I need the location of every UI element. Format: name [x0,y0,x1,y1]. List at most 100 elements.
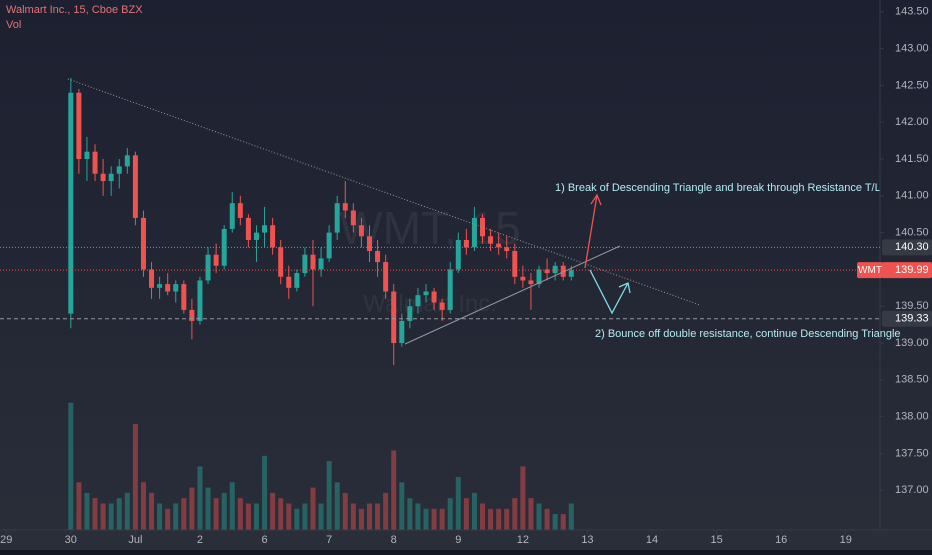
volume-bar [237,498,243,530]
volume-bar [221,492,227,530]
candle-body [391,291,397,344]
volume-bar [181,498,187,530]
x-tick-label: 12 [517,534,529,546]
arrow-bounce [589,269,629,315]
volume-bar [76,482,82,530]
volume-bar [480,503,486,530]
volume-bar [92,498,98,530]
symbol-box [857,262,883,279]
y-tick-label: 139.50 [895,300,929,312]
volume-bar [149,492,155,530]
candle-body [342,203,348,211]
volume-bar [366,503,372,530]
price-label: 139.99 [895,264,929,276]
candle-body [173,284,179,292]
volume-bar [213,498,219,530]
candle-body [366,236,372,252]
volume-bar [68,402,74,530]
candle-body [504,247,510,252]
x-tick-label: 13 [581,534,593,546]
y-tick-label: 139.00 [895,337,929,349]
volume-bar [391,450,397,530]
candle-body [237,203,243,218]
candle-body [76,92,82,159]
y-tick-label: 141.50 [895,153,929,165]
candle-body [197,280,203,321]
candle-body [149,269,155,288]
candle-body [455,239,461,270]
volume-label: Vol [6,19,21,31]
candle-body [568,270,574,277]
candle-body [221,228,227,266]
candle-body [334,203,340,233]
y-tick-label: 137.00 [895,484,929,496]
x-tick-label: 19 [840,534,852,546]
candle-body [229,203,235,229]
candle-body [463,239,469,248]
volume-bar [358,508,364,530]
x-tick-label: 6 [261,534,267,546]
y-tick-label: 142.50 [895,79,929,91]
candle-body [140,217,146,270]
volume-bar [245,503,251,530]
volume-bar [189,487,195,530]
x-tick-label: 30 [65,534,77,546]
candle-body [286,276,292,288]
volume-bar [342,492,348,530]
volume-bar [229,482,235,530]
volume-bar [560,514,566,530]
volume-bar [496,508,502,530]
candle-body [560,265,566,277]
price-label-box [882,239,932,256]
volume-bar [124,492,130,530]
volume-bar [504,508,510,530]
volume-bar [544,508,550,530]
x-tick-label: 16 [775,534,787,546]
y-tick-label: 138.00 [895,411,929,423]
volume-bar [431,508,437,530]
candle-body [302,254,308,274]
volume-bar [253,503,259,530]
volume-bar [205,487,211,530]
volume-bar [165,508,171,530]
annotation: 2) Bounce off double resistance, continu… [595,328,901,340]
candle-body [157,284,163,288]
candle-body [205,254,211,281]
volume-bar [423,508,429,530]
volume-bar [140,482,146,530]
volume-bar [399,482,405,530]
volume-bar [262,455,268,530]
candle-body [124,155,130,167]
candle-body [512,251,518,277]
candle-body [520,276,526,281]
volume-layer [68,402,574,530]
trendline-lower [404,245,621,345]
candle-body [528,280,534,285]
candle-body [262,225,268,233]
volume-bar [173,503,179,530]
volume-bar [286,503,292,530]
y-tick-label: 140.50 [895,227,929,239]
candle-body [116,166,122,174]
volume-bar [302,503,308,530]
candle-body [189,309,195,321]
y-tick-label: 137.50 [895,447,929,459]
candle-body [165,284,171,292]
y-tick-label: 138.50 [895,374,929,386]
volume-bar [310,487,316,530]
candle-body [496,243,502,248]
volume-bar [520,466,526,530]
watermark-subtitle: Walmart Inc. [363,290,497,317]
arrow-up [584,194,598,269]
candle-body [84,151,90,159]
volume-bar [568,503,574,530]
arrow-head [618,282,631,294]
x-tick-label: 15 [710,534,722,546]
x-tick-label: Jul [128,534,142,546]
candle-body [375,251,381,263]
volume-bar [415,503,421,530]
candle-body [100,173,106,182]
volume-bar [270,492,276,530]
